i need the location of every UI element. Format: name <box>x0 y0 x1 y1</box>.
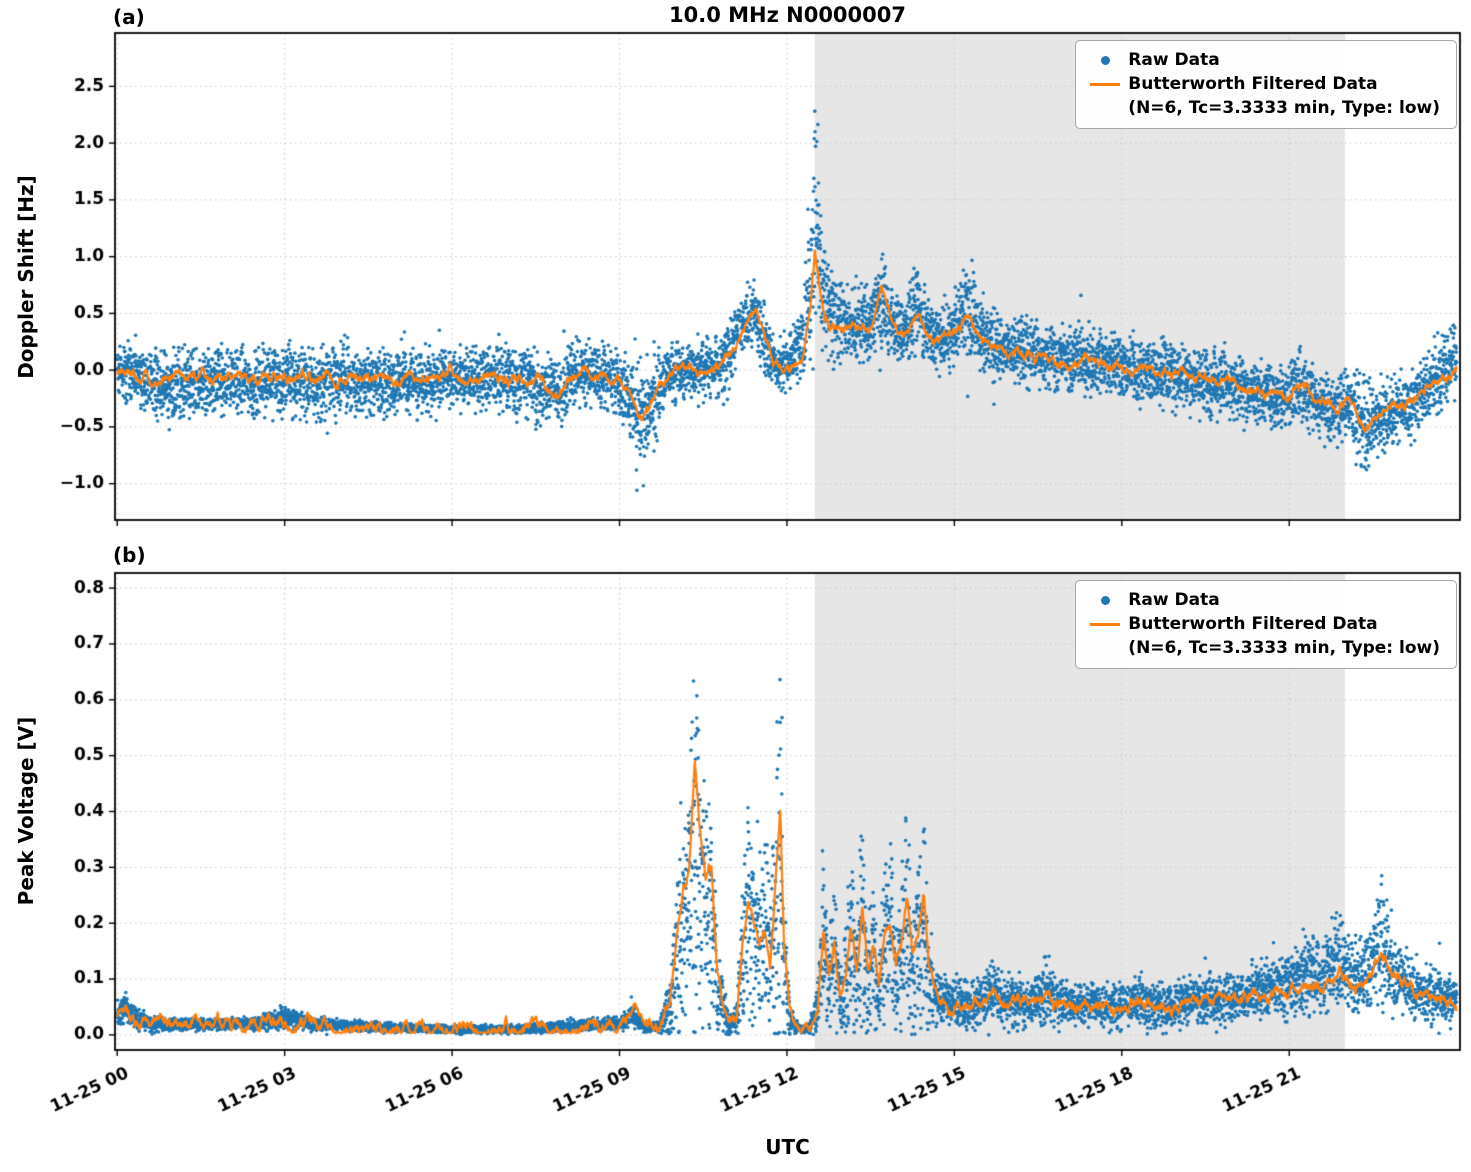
raw-dot-icon <box>1100 56 1110 66</box>
legend-filtered-sublabel: (N=6, Tc=3.3333 min, Type: low) <box>1128 637 1440 658</box>
legend-row-raw: Raw Data <box>1082 49 1440 73</box>
legend-raw-label: Raw Data <box>1128 50 1220 70</box>
panel-b-ylabel: Peak Voltage [V] <box>14 716 38 906</box>
figure-title: 10.0 MHz N0000007 <box>669 3 906 27</box>
panel-b-label: (b) <box>113 543 146 567</box>
legend-filtered-sublabel: (N=6, Tc=3.3333 min, Type: low) <box>1128 97 1440 118</box>
panel-a-ylabel: Doppler Shift [Hz] <box>14 175 38 379</box>
filtered-line-icon <box>1090 83 1121 87</box>
raw-marker-cell <box>1082 56 1128 66</box>
legend-panel-b: Raw Data Butterworth Filtered Data (N=6,… <box>1075 580 1457 670</box>
legend-panel-a: Raw Data Butterworth Filtered Data (N=6,… <box>1075 40 1457 130</box>
raw-marker-cell <box>1082 596 1128 606</box>
filtered-line-icon <box>1090 623 1121 627</box>
legend-row-filtered-sub: (N=6, Tc=3.3333 min, Type: low) <box>1082 637 1440 661</box>
panel-a-label: (a) <box>113 5 145 29</box>
filtered-marker-cell <box>1082 623 1128 627</box>
legend-filtered-label: Butterworth Filtered Data <box>1128 613 1378 634</box>
legend-raw-label: Raw Data <box>1128 590 1220 610</box>
filtered-marker-cell <box>1082 83 1128 87</box>
x-axis-label: UTC <box>765 1135 810 1159</box>
raw-dot-icon <box>1100 596 1110 606</box>
legend-filtered-label: Butterworth Filtered Data <box>1128 73 1378 94</box>
legend-row-filtered: Butterworth Filtered Data <box>1082 613 1440 637</box>
legend-row-filtered: Butterworth Filtered Data <box>1082 73 1440 97</box>
legend-row-filtered-sub: (N=6, Tc=3.3333 min, Type: low) <box>1082 97 1440 121</box>
legend-row-raw: Raw Data <box>1082 589 1440 613</box>
